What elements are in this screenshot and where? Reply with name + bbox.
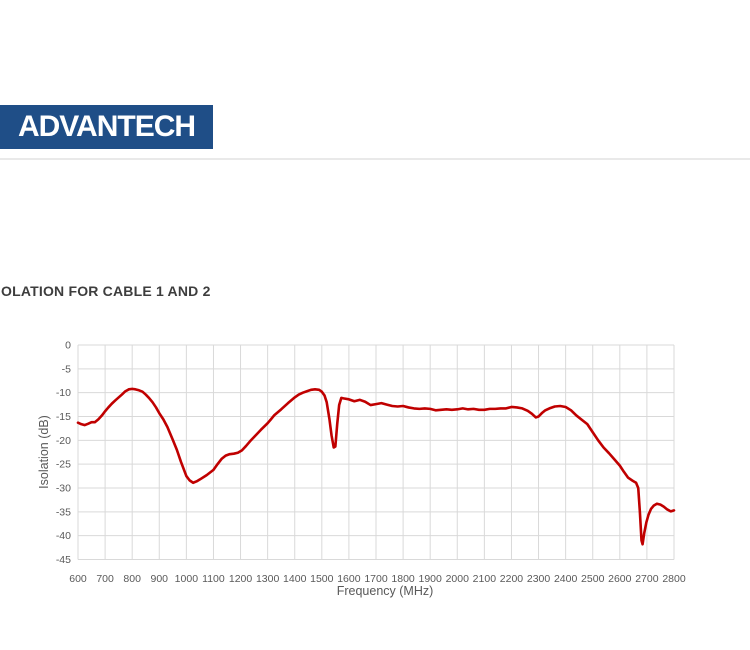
x-tick-label: 2700 (635, 573, 659, 585)
advantech-logo-text: ADVANTECH (17, 110, 196, 143)
x-tick-label: 2800 (662, 573, 686, 585)
y-tick-label: -30 (56, 483, 71, 495)
x-tick-label: 2000 (446, 573, 470, 585)
x-tick-label: 1100 (202, 573, 225, 585)
x-tick-label: 900 (151, 573, 169, 585)
x-axis-title: Frequency (MHz) (337, 584, 434, 598)
x-tick-label: 1500 (310, 573, 334, 585)
x-tick-label: 2400 (554, 573, 578, 585)
x-tick-label: 1400 (283, 573, 307, 585)
y-tick-label: -40 (56, 530, 71, 542)
advantech-logo: ADVANTECH (0, 105, 213, 149)
x-tick-label: 1200 (229, 573, 253, 585)
x-tick-label: 2100 (473, 573, 497, 585)
y-tick-label: -10 (56, 387, 71, 399)
isolation-series-line (76, 387, 676, 546)
section-title: OLATION FOR CABLE 1 AND 2 (1, 283, 211, 299)
y-axis-title: Isolation (dB) (37, 415, 51, 489)
chart-y-tick-labels: 0 -5 -10 -15 -20 -25 -30 -35 -40 -45 (56, 340, 71, 567)
x-tick-label: 700 (96, 573, 114, 585)
x-tick-label: 2300 (527, 573, 551, 585)
y-tick-label: -20 (56, 435, 71, 447)
x-tick-label: 2500 (581, 573, 605, 585)
x-tick-label: 600 (69, 573, 87, 585)
x-tick-label: 1900 (419, 573, 443, 585)
x-tick-label: 1600 (337, 573, 361, 585)
y-tick-label: -25 (56, 459, 71, 471)
chart-gridlines (77, 344, 675, 560)
y-tick-label: 0 (65, 340, 71, 352)
x-tick-label: 1700 (364, 573, 388, 585)
y-tick-label: -15 (56, 411, 71, 423)
y-tick-label: -5 (62, 363, 71, 375)
y-tick-label: -35 (56, 506, 71, 518)
x-tick-label: 1000 (175, 573, 199, 585)
header-divider (0, 158, 750, 160)
x-tick-label: 1300 (256, 573, 280, 585)
x-tick-label: 1800 (391, 573, 415, 585)
isolation-chart: 600 700 800 900 1000 1100 1200 1300 1400 1500 1600… (37, 340, 686, 599)
x-tick-label: 800 (123, 573, 141, 585)
x-tick-label: 2200 (500, 573, 524, 585)
chart-x-tick-labels: 600 700 800 900 1000 1100 1200 1300 1400 1500 1600… (69, 573, 686, 585)
x-tick-label: 2600 (608, 573, 632, 585)
y-tick-label: -45 (56, 554, 71, 566)
